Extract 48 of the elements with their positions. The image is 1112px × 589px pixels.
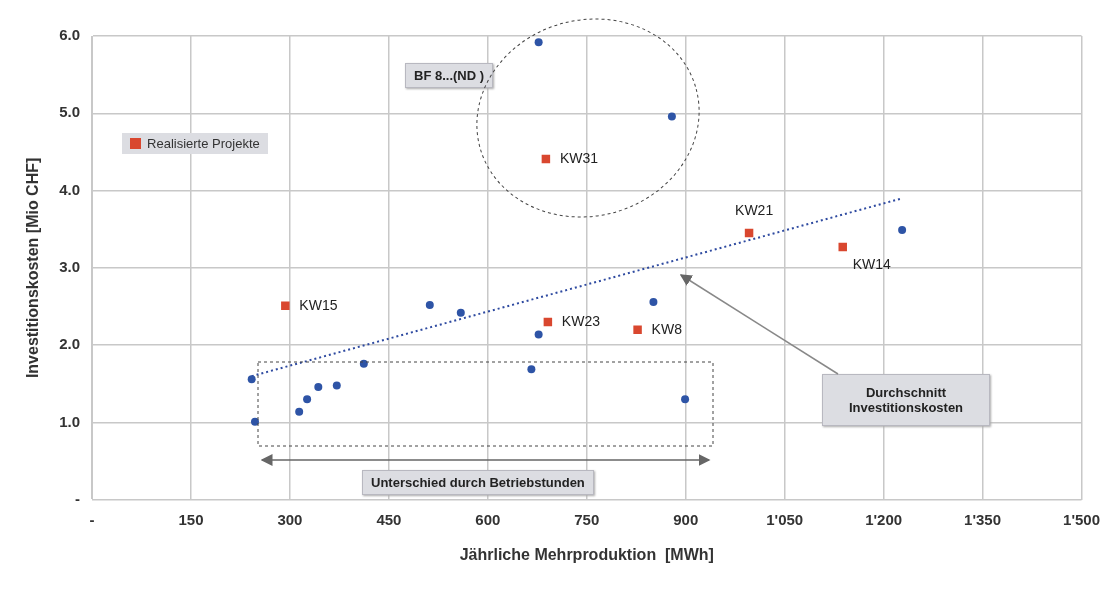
- legend-label: Realisierte Projekte: [147, 136, 260, 151]
- annotation: KW23: [561, 312, 601, 329]
- point: [898, 226, 907, 235]
- x-tick-label: 600: [475, 510, 501, 528]
- annotation: KW14: [852, 255, 892, 272]
- point: [527, 365, 536, 374]
- y-tick-label: 3.0: [59, 258, 81, 276]
- x-tick-label: -: [89, 510, 95, 528]
- x-tick-label: 1'350: [964, 510, 1002, 528]
- point: [425, 301, 434, 309]
- annotation: KW31: [559, 149, 599, 166]
- point: [281, 301, 290, 311]
- y-tick-label: 2.0: [59, 335, 81, 353]
- x-tick-label: 1'050: [766, 510, 804, 528]
- point: [332, 381, 341, 390]
- x-tick-label: 1'200: [865, 510, 903, 528]
- y-tick-label: 4.0: [59, 180, 81, 198]
- y-tick-label: 5.0: [59, 103, 81, 121]
- annotation: KW15: [299, 296, 338, 313]
- y-axis-title: Investitionskosten [Mio CHF]: [24, 157, 42, 379]
- point: [247, 375, 256, 384]
- callout-box: Durchschnitt Investitionskosten: [822, 374, 990, 426]
- point: [667, 112, 676, 121]
- point: [303, 395, 312, 404]
- x-tick-label: 900: [673, 510, 699, 528]
- y-tick-label: 1.0: [59, 412, 81, 430]
- x-axis-title: Jährliche Mehrproduktion [MWh]: [459, 545, 714, 563]
- y-tick-label: -: [75, 489, 81, 507]
- annotation: KW8: [651, 320, 683, 337]
- x-tick-label: 450: [376, 510, 402, 528]
- point: [534, 330, 543, 339]
- point: [314, 382, 323, 391]
- callout-box: BF 8...(ND ): [405, 63, 494, 88]
- point: [534, 38, 543, 47]
- x-tick-label: 150: [178, 510, 204, 528]
- point: [633, 325, 642, 334]
- callout-box: Unterschied durch Betriebstunden: [362, 470, 594, 495]
- point: [681, 395, 690, 404]
- point: [649, 297, 658, 306]
- annotation: KW21: [735, 201, 774, 218]
- point: [456, 308, 465, 317]
- y-tick-label: 6.0: [59, 26, 81, 44]
- x-tick-label: 1'500: [1063, 510, 1100, 528]
- point: [250, 417, 259, 426]
- x-tick-label: 300: [277, 510, 303, 528]
- x-tick-label: 750: [574, 510, 600, 528]
- point: [838, 242, 847, 252]
- point: [295, 407, 304, 416]
